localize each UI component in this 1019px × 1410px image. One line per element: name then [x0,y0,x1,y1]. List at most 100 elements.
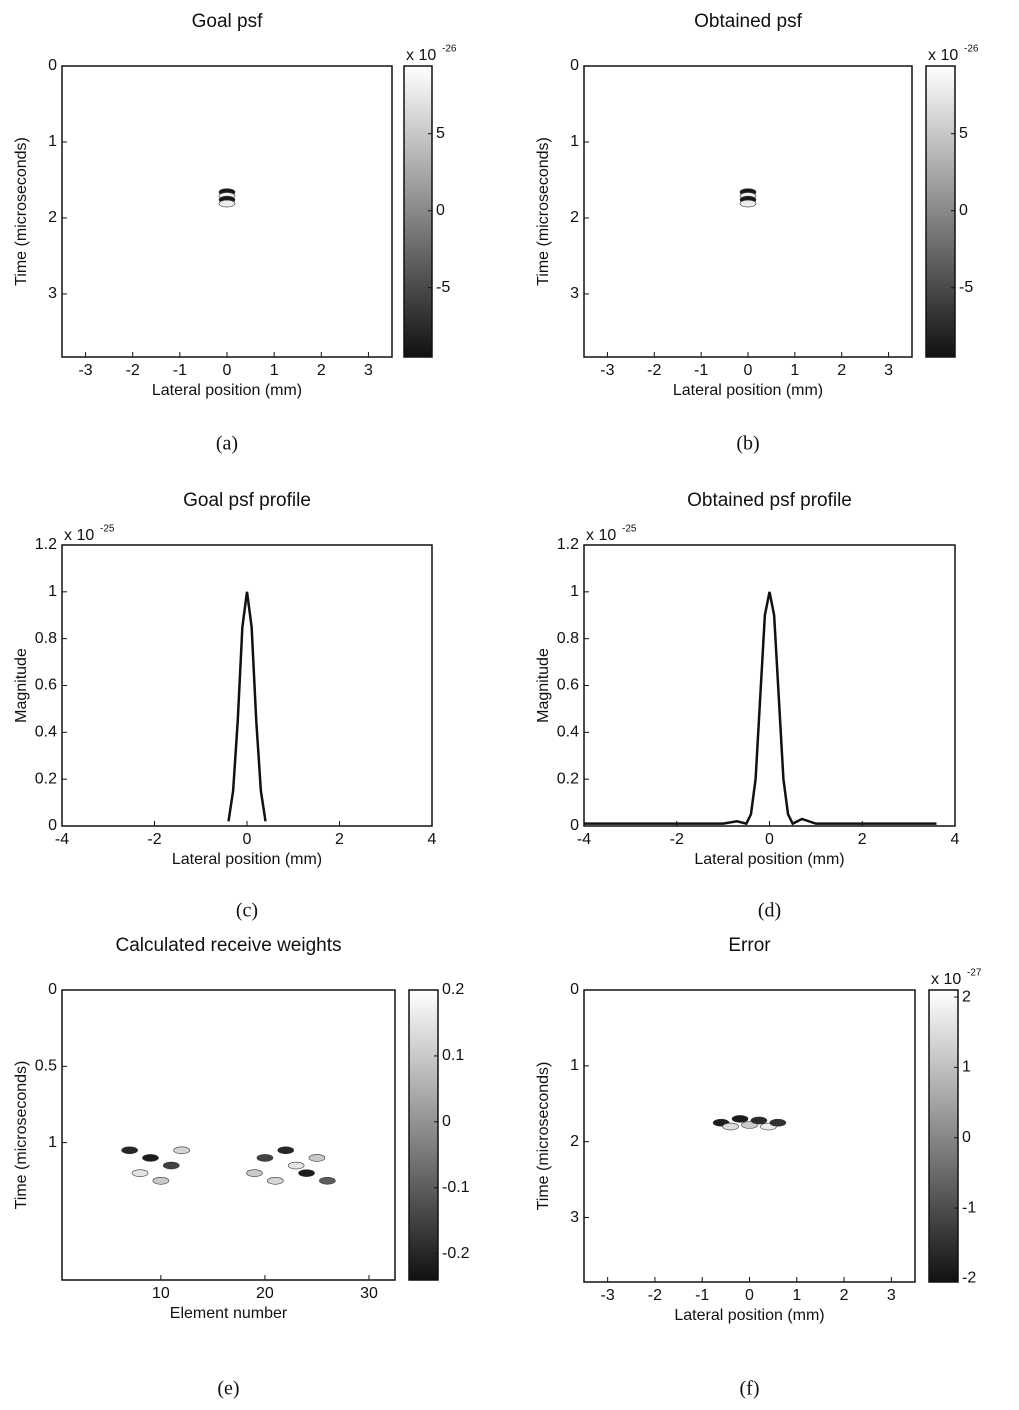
x-tick-label: -4 [55,831,69,848]
heatmap-spot [750,1116,768,1125]
x-tick-label: 3 [364,362,373,379]
y-tick-label: 2 [48,209,57,226]
y-tick-label: 0.6 [557,677,579,694]
colorbar [408,989,439,1281]
colorbar [403,65,433,358]
x-axis-label: Lateral position (mm) [673,382,823,399]
panel-title: Error [728,935,771,956]
y-tick-label: 2 [570,1133,579,1150]
caption: (c) [236,900,258,922]
multiplier-exponent: -26 [442,44,457,55]
axes-frame [583,544,956,827]
x-tick-label: 1 [790,362,799,379]
x-axis-label: Lateral position (mm) [694,851,844,868]
axes-frame [61,989,396,1281]
y-tick-label: 1 [48,1134,57,1151]
panel-title: Goal psf [192,11,263,32]
heatmap-spot [173,1146,190,1155]
axes-frame [61,65,393,358]
x-tick-label: 20 [256,1285,274,1302]
y-tick-label: 3 [48,285,57,302]
panel-title: Obtained psf profile [687,490,852,511]
x-axis-label: Lateral position (mm) [172,851,322,868]
x-tick-label: 0 [745,1287,754,1304]
caption: (b) [736,433,759,455]
x-tick-label: -1 [173,362,187,379]
panel: Goal psf profile Lateral position (mm) Mag… [13,490,436,922]
heatmap-spot [287,1161,305,1170]
x-tick-label: 0 [223,362,232,379]
heatmap-spot [121,1146,138,1155]
colorbar-tick-label: -0.1 [442,1179,470,1196]
y-tick-label: 0.8 [35,630,57,647]
panel: Goal psf Lateral position (mm) Time (micro… [13,11,457,455]
colorbar-tick-label: 5 [436,125,445,142]
x-tick-label: 2 [335,831,344,848]
y-tick-label: 0.4 [35,724,57,741]
multiplier-base: x 10 [586,527,616,544]
multiplier-base: x 10 [64,527,94,544]
heatmap-spot [162,1161,180,1170]
multiplier-exponent: -25 [622,524,637,535]
axes-frame [583,65,913,358]
caption: (e) [217,1378,239,1400]
colorbar-tick-label: -5 [436,279,450,296]
heatmap-spot [319,1176,336,1185]
x-tick-label: -3 [78,362,92,379]
heatmap-spot [131,1169,149,1177]
multiplier-exponent: -27 [967,968,982,979]
multiplier-exponent: -25 [100,524,115,535]
y-axis-label: Time (microseconds) [13,137,30,286]
x-tick-label: 3 [887,1287,896,1304]
x-tick-label: 3 [884,362,893,379]
colorbar-tick-label: -1 [962,1199,976,1216]
axes-frame [61,544,433,827]
x-tick-label: -2 [126,362,140,379]
x-tick-label: 2 [317,362,326,379]
heatmap-spot [722,1122,739,1131]
x-tick-label: -3 [601,1287,615,1304]
profile-line [584,591,937,826]
plot-area [584,545,955,826]
plot-area [62,545,432,826]
y-tick-label: 0.2 [557,770,579,787]
colorbar-tick-label: 0 [442,1113,451,1130]
multiplier-exponent: -26 [964,44,979,55]
colorbar-tick-label: 0.2 [442,981,464,998]
y-tick-label: 0 [48,57,57,74]
y-tick-label: 3 [570,285,579,302]
x-tick-label: 0 [765,831,774,848]
y-tick-label: 0 [48,981,57,998]
y-tick-label: 1.2 [557,536,579,553]
x-tick-label: 0 [243,831,252,848]
caption: (d) [758,900,781,922]
x-tick-label: 10 [152,1285,170,1302]
colorbar [925,65,956,358]
colorbar-tick-label: 0.1 [442,1047,464,1064]
x-tick-label: 2 [837,362,846,379]
x-tick-label: -2 [648,1287,662,1304]
y-axis-label: Time (microseconds) [535,1062,552,1211]
y-tick-label: 1 [570,583,579,600]
x-axis-label: Element number [170,1305,288,1322]
panel: Calculated receive weights Element number… [13,935,469,1400]
y-tick-label: 1 [48,583,57,600]
x-tick-label: -2 [647,362,661,379]
colorbar-tick-label: 0 [959,202,968,219]
heatmap-spot [267,1176,284,1185]
multiplier-base: x 10 [931,971,961,988]
y-tick-label: 0.8 [557,630,579,647]
y-tick-label: 0 [570,817,579,834]
colorbar-tick-label: 0 [962,1129,971,1146]
plot-area [584,990,915,1282]
y-tick-label: 1 [570,133,579,150]
colorbar-tick-label: 5 [959,125,968,142]
colorbar-tick-label: -0.2 [442,1245,470,1262]
y-axis-label: Magnitude [13,648,30,723]
x-tick-label: 1 [792,1287,801,1304]
heatmap-spot [277,1146,295,1155]
x-tick-label: 0 [744,362,753,379]
x-axis-label: Lateral position (mm) [674,1307,824,1324]
